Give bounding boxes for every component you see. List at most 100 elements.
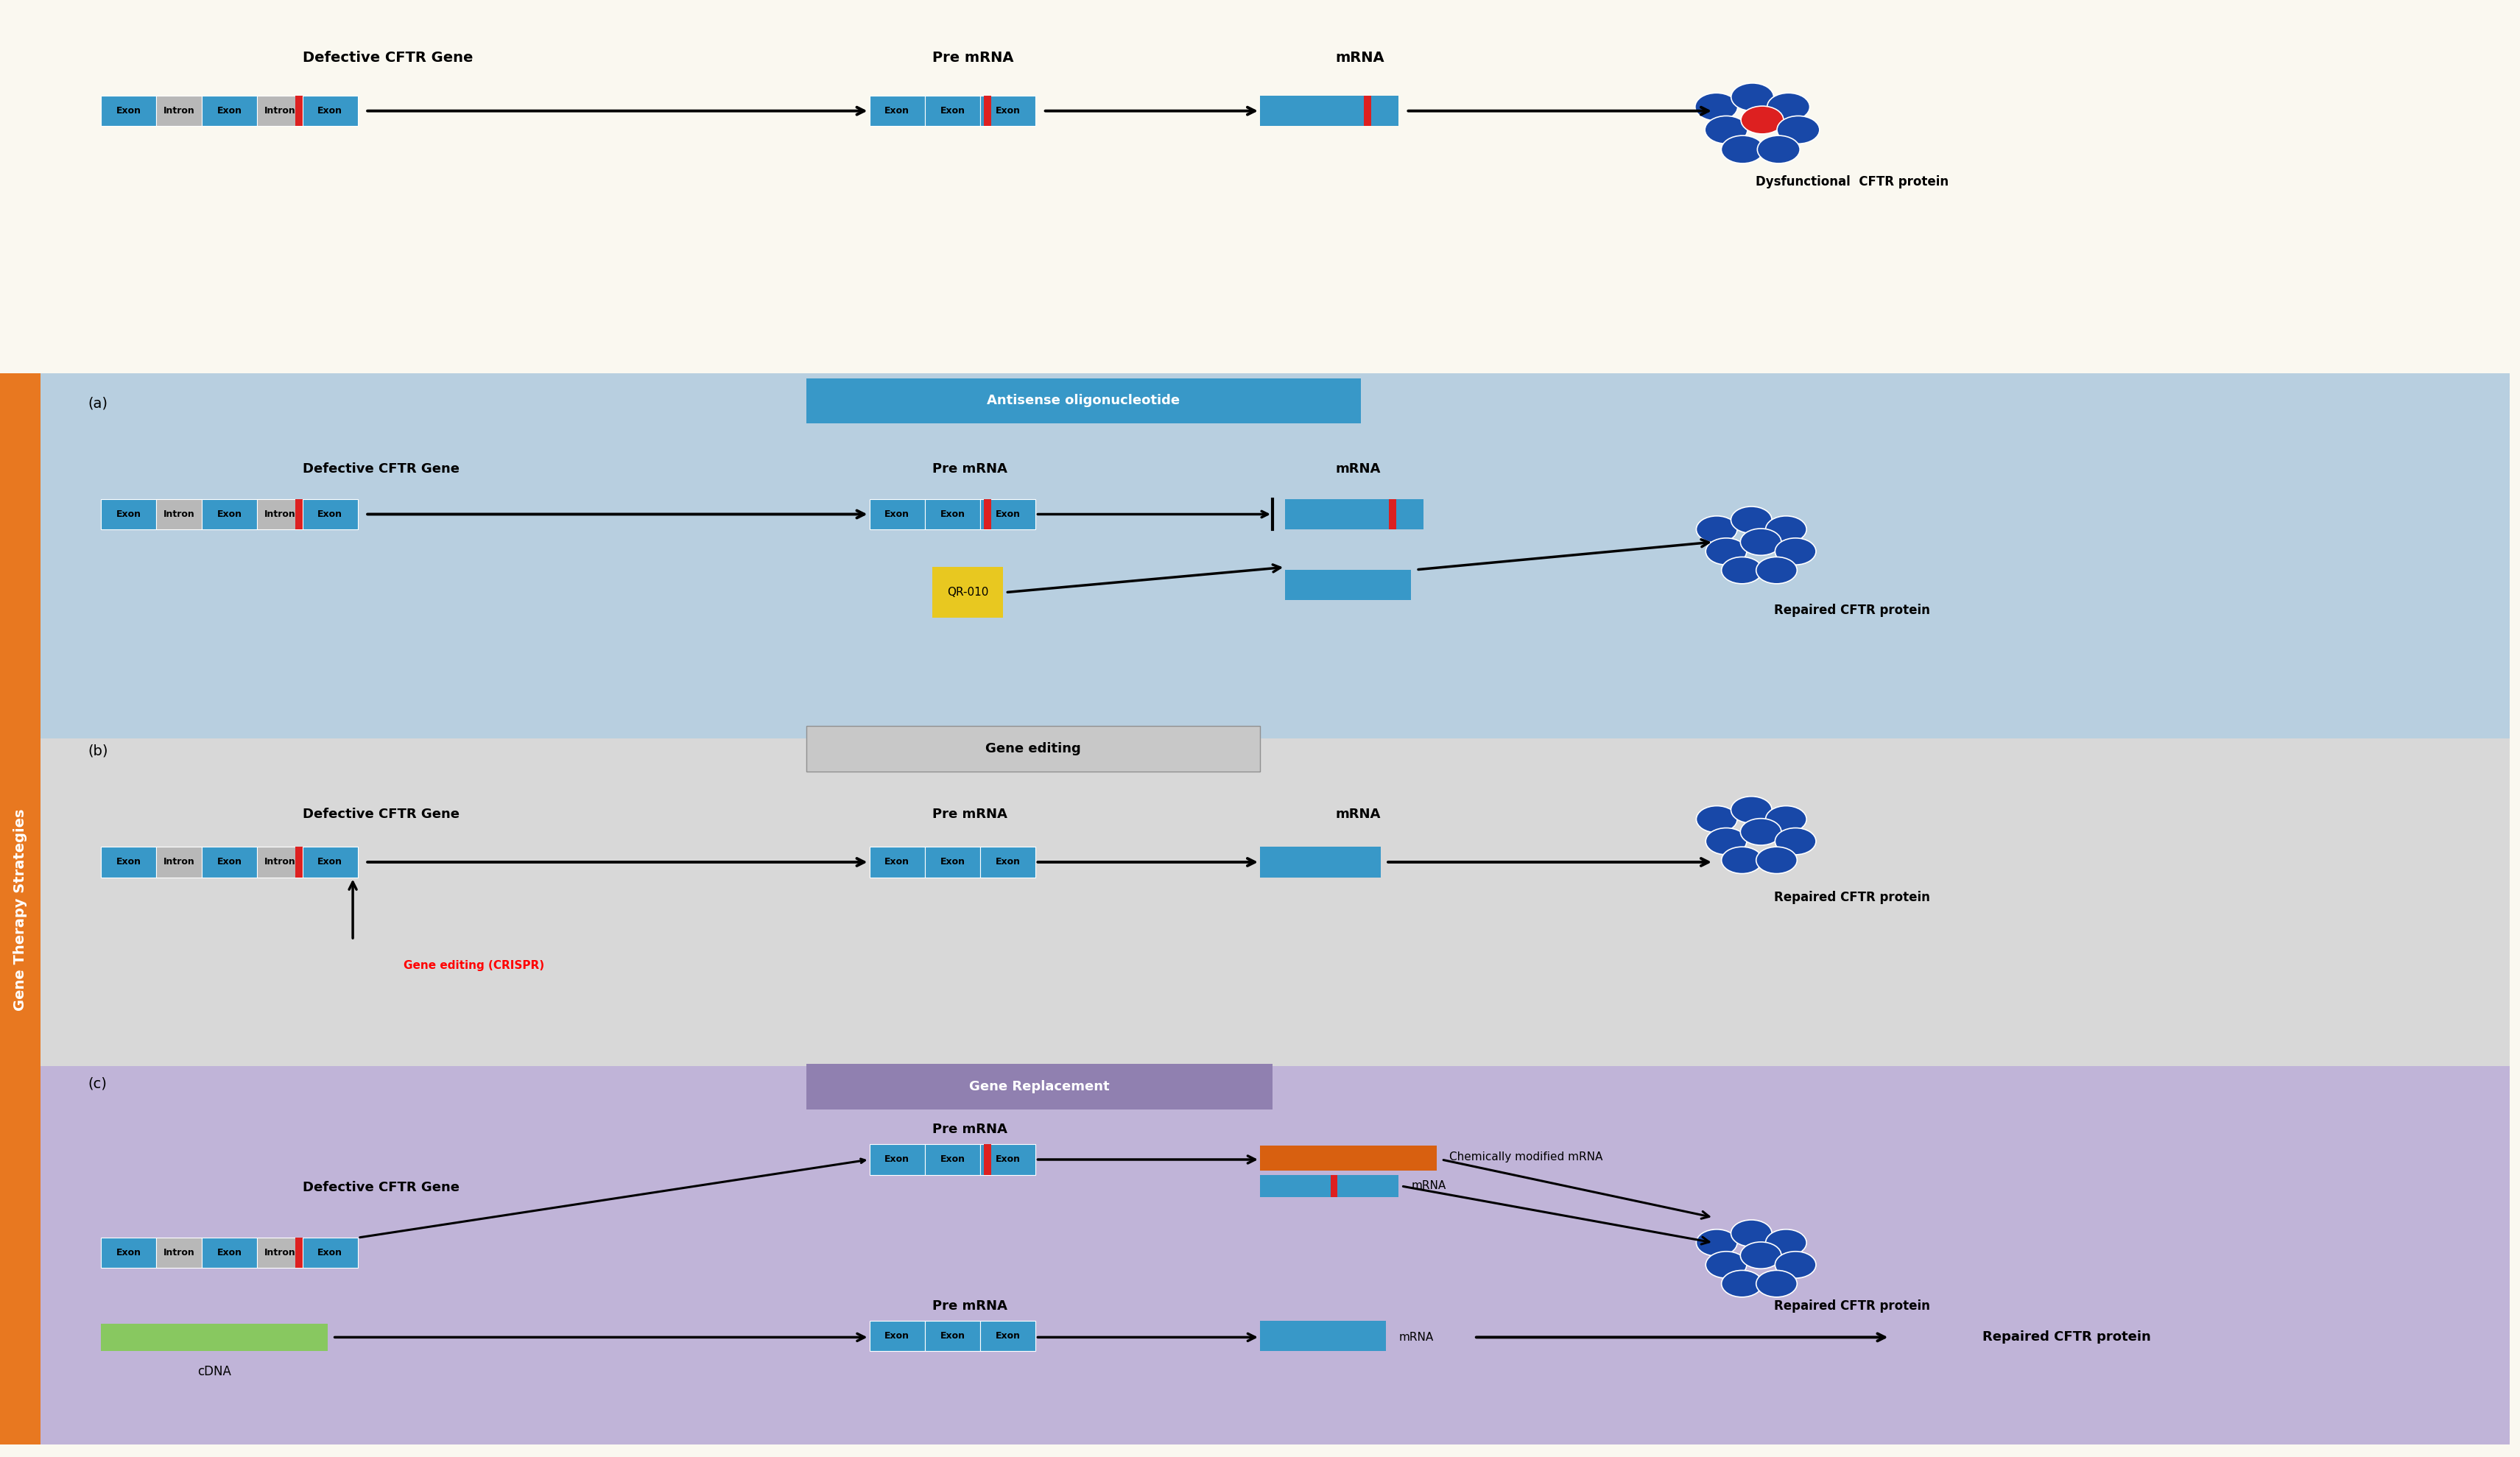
- Bar: [302, 500, 358, 529]
- Text: Exon: Exon: [995, 1332, 1021, 1340]
- Ellipse shape: [1756, 1271, 1797, 1297]
- Bar: [40, 0, 2510, 373]
- Text: cDNA: cDNA: [197, 1365, 232, 1378]
- Text: Exon: Exon: [885, 857, 910, 867]
- Ellipse shape: [1721, 1271, 1761, 1297]
- Text: Repaired CFTR protein: Repaired CFTR protein: [1774, 603, 1930, 616]
- Text: Chemically modified mRNA: Chemically modified mRNA: [1449, 1151, 1603, 1163]
- Bar: [925, 96, 980, 127]
- Text: Dysfunctional  CFTR protein: Dysfunctional CFTR protein: [1756, 175, 1948, 188]
- Text: mRNA: mRNA: [1399, 1332, 1434, 1343]
- Text: Exon: Exon: [995, 1155, 1021, 1164]
- Bar: [1389, 500, 1396, 529]
- Bar: [295, 96, 302, 127]
- Ellipse shape: [1706, 1252, 1746, 1278]
- Ellipse shape: [1756, 557, 1797, 584]
- Text: mRNA: mRNA: [1336, 807, 1381, 820]
- Text: Exon: Exon: [318, 106, 343, 115]
- Text: Exon: Exon: [217, 106, 242, 115]
- Text: Defective CFTR Gene: Defective CFTR Gene: [302, 462, 459, 475]
- Bar: [295, 500, 302, 529]
- Bar: [156, 1237, 202, 1268]
- Bar: [101, 1237, 156, 1268]
- Text: Intron: Intron: [265, 857, 295, 867]
- Text: (b): (b): [88, 745, 108, 758]
- Text: Exon: Exon: [995, 857, 1021, 867]
- Text: Exon: Exon: [940, 1332, 965, 1340]
- Bar: [980, 500, 1036, 529]
- Bar: [925, 500, 980, 529]
- Text: Intron: Intron: [164, 1249, 194, 1257]
- Bar: [257, 500, 302, 529]
- Ellipse shape: [1741, 106, 1784, 134]
- Ellipse shape: [1741, 529, 1782, 555]
- Bar: [302, 847, 358, 877]
- Text: Exon: Exon: [940, 1155, 965, 1164]
- Text: Exon: Exon: [885, 510, 910, 519]
- Text: Exon: Exon: [217, 857, 242, 867]
- Text: Gene Therapy Strategies: Gene Therapy Strategies: [13, 809, 28, 1011]
- Text: mRNA: mRNA: [1336, 462, 1381, 475]
- Bar: [980, 96, 1036, 127]
- Bar: [869, 500, 925, 529]
- Text: Pre mRNA: Pre mRNA: [932, 807, 1008, 820]
- Bar: [869, 1321, 925, 1351]
- Text: Exon: Exon: [116, 857, 141, 867]
- Text: Intron: Intron: [164, 106, 194, 115]
- Text: QR-010: QR-010: [948, 587, 988, 597]
- Bar: [202, 847, 257, 877]
- Bar: [806, 726, 1260, 771]
- Text: Exon: Exon: [995, 510, 1021, 519]
- Bar: [925, 1144, 980, 1174]
- Text: mRNA: mRNA: [1411, 1180, 1446, 1192]
- Ellipse shape: [1706, 538, 1746, 565]
- Text: Exon: Exon: [217, 1249, 242, 1257]
- Text: Exon: Exon: [940, 510, 965, 519]
- Ellipse shape: [1767, 93, 1809, 121]
- Ellipse shape: [1721, 136, 1764, 163]
- Bar: [40, 739, 2510, 1067]
- Text: Exon: Exon: [885, 1332, 910, 1340]
- Bar: [40, 373, 2510, 739]
- Text: Exon: Exon: [116, 1249, 141, 1257]
- Ellipse shape: [1756, 136, 1799, 163]
- Bar: [1285, 500, 1424, 529]
- Text: Intron: Intron: [265, 510, 295, 519]
- Text: Exon: Exon: [318, 1249, 343, 1257]
- Bar: [1331, 1174, 1338, 1198]
- Bar: [1260, 1321, 1386, 1351]
- Ellipse shape: [1777, 117, 1819, 144]
- Text: Intron: Intron: [265, 1249, 295, 1257]
- Bar: [101, 500, 156, 529]
- Text: Gene Replacement: Gene Replacement: [970, 1080, 1109, 1093]
- Bar: [202, 1237, 257, 1268]
- Ellipse shape: [1774, 828, 1817, 855]
- Bar: [0, 373, 40, 1444]
- Text: Pre mRNA: Pre mRNA: [932, 51, 1013, 66]
- Ellipse shape: [1767, 1230, 1807, 1256]
- Ellipse shape: [1774, 538, 1817, 565]
- Bar: [869, 96, 925, 127]
- Bar: [302, 1237, 358, 1268]
- Bar: [869, 1144, 925, 1174]
- Text: Intron: Intron: [164, 857, 194, 867]
- Bar: [40, 1067, 2510, 1444]
- Bar: [101, 96, 156, 127]
- Ellipse shape: [1721, 847, 1761, 874]
- Text: Pre mRNA: Pre mRNA: [932, 1123, 1008, 1136]
- Ellipse shape: [1696, 806, 1736, 832]
- Bar: [202, 500, 257, 529]
- Bar: [257, 1237, 302, 1268]
- Bar: [156, 500, 202, 529]
- Text: Gene editing (CRISPR): Gene editing (CRISPR): [403, 960, 544, 970]
- Bar: [101, 847, 156, 877]
- Bar: [302, 96, 358, 127]
- Text: Exon: Exon: [217, 510, 242, 519]
- Bar: [295, 1237, 302, 1268]
- Ellipse shape: [1774, 1252, 1817, 1278]
- Bar: [806, 379, 1361, 424]
- Ellipse shape: [1731, 507, 1772, 533]
- Ellipse shape: [1731, 797, 1772, 823]
- Bar: [1260, 96, 1399, 127]
- Bar: [869, 847, 925, 877]
